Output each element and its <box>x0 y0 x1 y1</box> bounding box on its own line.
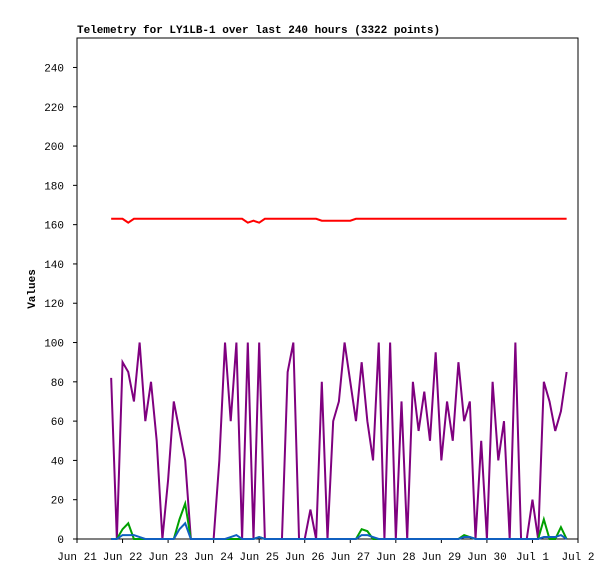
x-tick-label: Jun 26 <box>285 552 325 564</box>
y-tick-label: 0 <box>57 535 64 547</box>
x-tick-label: Jun 24 <box>194 552 234 564</box>
y-tick-label: 180 <box>44 181 64 193</box>
x-tick-label: Jun 23 <box>148 552 188 564</box>
y-axis-label: Values <box>27 269 39 309</box>
y-tick-label: 140 <box>44 260 64 272</box>
y-tick-label: 40 <box>51 456 64 468</box>
x-tick-label: Jun 22 <box>103 552 143 564</box>
x-tick-label: Jun 30 <box>467 552 507 564</box>
x-tick-label: Jun 28 <box>376 552 416 564</box>
y-tick-label: 220 <box>44 103 64 115</box>
x-tick-label: Jun 29 <box>422 552 462 564</box>
y-tick-label: 100 <box>44 339 64 351</box>
series-line <box>111 521 568 540</box>
y-tick-label: 240 <box>44 63 64 75</box>
chart-title: Telemetry for LY1LB-1 over last 240 hour… <box>77 25 440 37</box>
y-tick-label: 20 <box>51 496 64 508</box>
x-tick-label: Jul 2 <box>561 552 594 564</box>
series-line <box>110 342 568 540</box>
y-tick-label: 120 <box>44 299 64 311</box>
y-tick-label: 200 <box>44 142 64 154</box>
y-tick-label: 80 <box>51 378 64 390</box>
x-tick-label: Jun 21 <box>57 552 97 564</box>
x-tick-label: Jun 25 <box>239 552 279 564</box>
y-tick-label: 160 <box>44 221 64 233</box>
x-tick-label: Jul 1 <box>516 552 549 564</box>
y-tick-label: 60 <box>51 417 64 429</box>
plot-area <box>76 37 579 540</box>
x-tick-label: Jun 27 <box>330 552 370 564</box>
series-line <box>111 217 567 224</box>
